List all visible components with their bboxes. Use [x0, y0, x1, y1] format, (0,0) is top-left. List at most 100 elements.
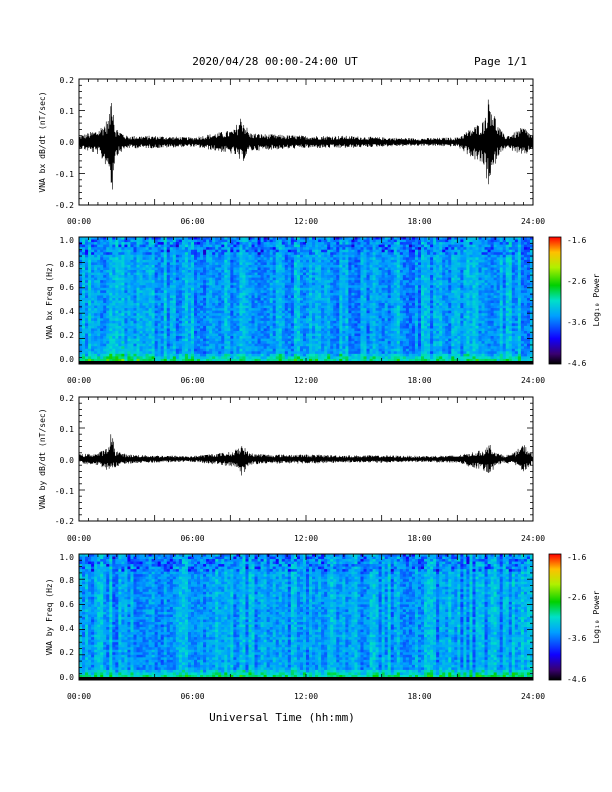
spectrogram-cell	[327, 303, 331, 306]
spectrogram-cell	[245, 346, 249, 350]
spectrogram-cell	[287, 353, 292, 357]
spectrogram-cell	[148, 341, 152, 344]
spectrogram-cell	[251, 272, 255, 276]
spectrogram-cell	[336, 318, 340, 322]
spectrogram-cell	[284, 356, 289, 360]
spectrogram-cell	[85, 338, 89, 342]
spectrogram-cell	[239, 267, 243, 271]
spectrogram-cell	[330, 318, 334, 322]
spectrogram-cell	[139, 237, 143, 240]
spectrogram-cell	[230, 275, 234, 278]
spectrogram-cell	[215, 318, 219, 322]
spectrogram-cell	[339, 308, 343, 311]
spectrogram-cell	[194, 318, 198, 322]
spectrogram-cell	[197, 353, 201, 357]
spectrogram-cell	[348, 262, 352, 266]
spectrogram-cell	[106, 300, 110, 304]
spectrogram-cell	[166, 356, 171, 360]
spectrogram-cell	[127, 343, 131, 347]
spectrogram-cell	[190, 270, 195, 273]
spectrogram-cell	[91, 282, 95, 286]
spectrogram-cell	[254, 300, 258, 304]
spectrogram-cell	[100, 275, 104, 278]
spectrogram-cell	[154, 275, 158, 278]
spectrogram-cell	[169, 270, 174, 273]
spectrogram-cell	[269, 356, 274, 360]
spectrogram-cell	[94, 290, 98, 294]
spectrogram-cell	[260, 242, 264, 245]
spectrogram-cell	[251, 264, 255, 268]
spectrogram-cell	[130, 343, 134, 347]
spectrogram-cell	[336, 295, 340, 299]
spectrogram-cell	[360, 303, 364, 306]
spectrogram-cell	[130, 341, 134, 344]
bx-dbdt-ylabel: VNA bx dB/dt (nT/sec)	[38, 91, 47, 192]
spectrogram-cell	[106, 242, 110, 245]
spectrogram-cell	[302, 285, 307, 289]
spectrogram-cell	[336, 313, 340, 317]
spectrogram-cell	[187, 351, 192, 355]
spectrogram-cell	[109, 328, 113, 332]
spectrogram-cell	[82, 244, 86, 248]
spectrogram-cell	[333, 247, 337, 250]
spectrogram-cell	[284, 353, 289, 357]
spectrogram-cell	[121, 313, 125, 317]
spectrogram-cell	[184, 244, 189, 248]
spectrogram-cell	[242, 343, 246, 347]
spectrogram-cell	[145, 353, 149, 357]
spectrogram-cell	[275, 348, 280, 352]
spectrogram-cell	[233, 338, 237, 342]
spectrogram-cell	[206, 328, 210, 332]
spectrogram-cell	[315, 252, 319, 256]
spectrogram-cell	[366, 242, 370, 245]
spectrogram-cell	[151, 338, 155, 342]
spectrogram-cell	[215, 313, 219, 317]
spectrogram-cell	[318, 270, 322, 273]
spectrogram-cell	[278, 287, 283, 291]
spectrogram-cell	[233, 353, 237, 357]
spectrogram-cell	[333, 356, 337, 360]
spectrogram-cell	[91, 287, 95, 291]
spectrogram-cell	[306, 249, 310, 253]
spectrogram-cell	[263, 310, 267, 314]
spectrogram-cell	[339, 244, 343, 248]
spectrogram-cell	[296, 270, 301, 273]
spectrogram-cell	[345, 282, 349, 286]
spectrogram-cell	[148, 313, 152, 317]
spectrogram-cell	[194, 287, 198, 291]
spectrogram-cell	[269, 348, 274, 352]
spectrogram-cell	[351, 346, 355, 350]
spectrogram-cell	[215, 270, 219, 273]
spectrogram-cell	[190, 249, 195, 253]
spectrogram-cell	[272, 338, 277, 342]
spectrogram-cell	[239, 305, 243, 309]
spectrogram-cell	[366, 292, 370, 296]
spectrogram-cell	[212, 353, 216, 357]
spectrogram-cell	[351, 351, 355, 355]
spectrogram-cell	[327, 239, 331, 243]
spectrogram-cell	[299, 270, 304, 273]
spectrogram-cell	[287, 303, 292, 306]
spectrogram-cell	[339, 259, 343, 263]
spectrogram-cell	[160, 259, 165, 263]
spectrogram-cell	[163, 310, 168, 314]
spectrogram-cell	[184, 270, 189, 273]
spectrogram-cell	[242, 297, 246, 301]
spectrogram-cell	[309, 264, 313, 268]
spectrogram-cell	[275, 242, 280, 245]
spectrogram-cell	[103, 292, 107, 296]
spectrogram-cell	[91, 264, 95, 268]
bx-spectrogram-image	[79, 237, 534, 365]
spectrogram-cell	[324, 328, 328, 332]
spectrogram-cell	[354, 348, 358, 352]
spectrogram-cell	[121, 323, 125, 327]
spectrogram-cell	[321, 313, 325, 317]
spectrogram-cell	[281, 275, 286, 278]
spectrogram-cell	[85, 287, 89, 291]
spectrogram-cell	[296, 285, 301, 289]
spectrogram-cell	[142, 351, 146, 355]
spectrogram-cell	[236, 275, 240, 278]
spectrogram-cell	[269, 252, 274, 256]
spectrogram-cell	[115, 252, 119, 256]
spectrogram-cell	[366, 300, 370, 304]
